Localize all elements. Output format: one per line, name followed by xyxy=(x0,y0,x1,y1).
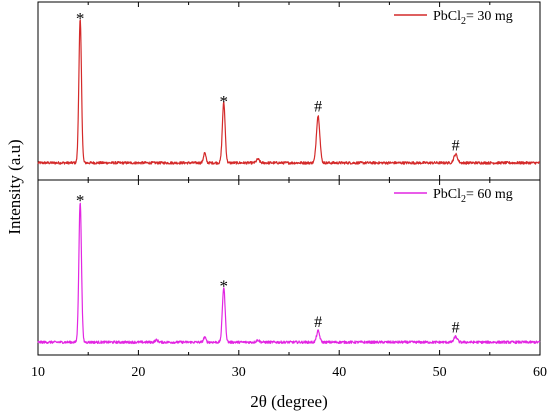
series-line xyxy=(37,202,541,345)
panel-60mg: PbCl2= 60 mg * * # # xyxy=(37,179,541,356)
x-tick-label: 60 xyxy=(533,365,547,380)
y-axis-title: Intensity (a.u) xyxy=(5,139,24,234)
series-line xyxy=(37,19,541,165)
panel-30mg: PbCl2= 30 mg * * # # xyxy=(37,1,541,181)
peak-annotation: * xyxy=(219,277,228,296)
legend-label: PbCl2= 30 mg xyxy=(433,9,513,27)
x-tick-label: 50 xyxy=(433,365,447,380)
plot-frame xyxy=(37,1,541,181)
peak-annotation: * xyxy=(76,9,85,28)
x-tick-label: 20 xyxy=(131,365,145,380)
legend: PbCl2= 30 mg xyxy=(394,9,513,27)
peak-annotation: # xyxy=(314,99,322,116)
peak-annotation: * xyxy=(76,191,85,210)
x-tick-label: 40 xyxy=(332,365,346,380)
legend-label: PbCl2= 60 mg xyxy=(433,187,513,205)
peak-annotation: # xyxy=(452,320,460,337)
plot-frame xyxy=(37,179,541,356)
x-axis: 10 20 30 40 50 60 xyxy=(31,365,547,380)
peak-annotation: * xyxy=(219,92,228,111)
legend: PbCl2= 60 mg xyxy=(394,187,513,205)
x-tick-label: 30 xyxy=(232,365,246,380)
x-axis-title: 2θ (degree) xyxy=(250,392,328,411)
x-tick-label: 10 xyxy=(31,365,45,380)
peak-annotation: # xyxy=(452,137,460,154)
peak-annotation: # xyxy=(314,314,322,331)
